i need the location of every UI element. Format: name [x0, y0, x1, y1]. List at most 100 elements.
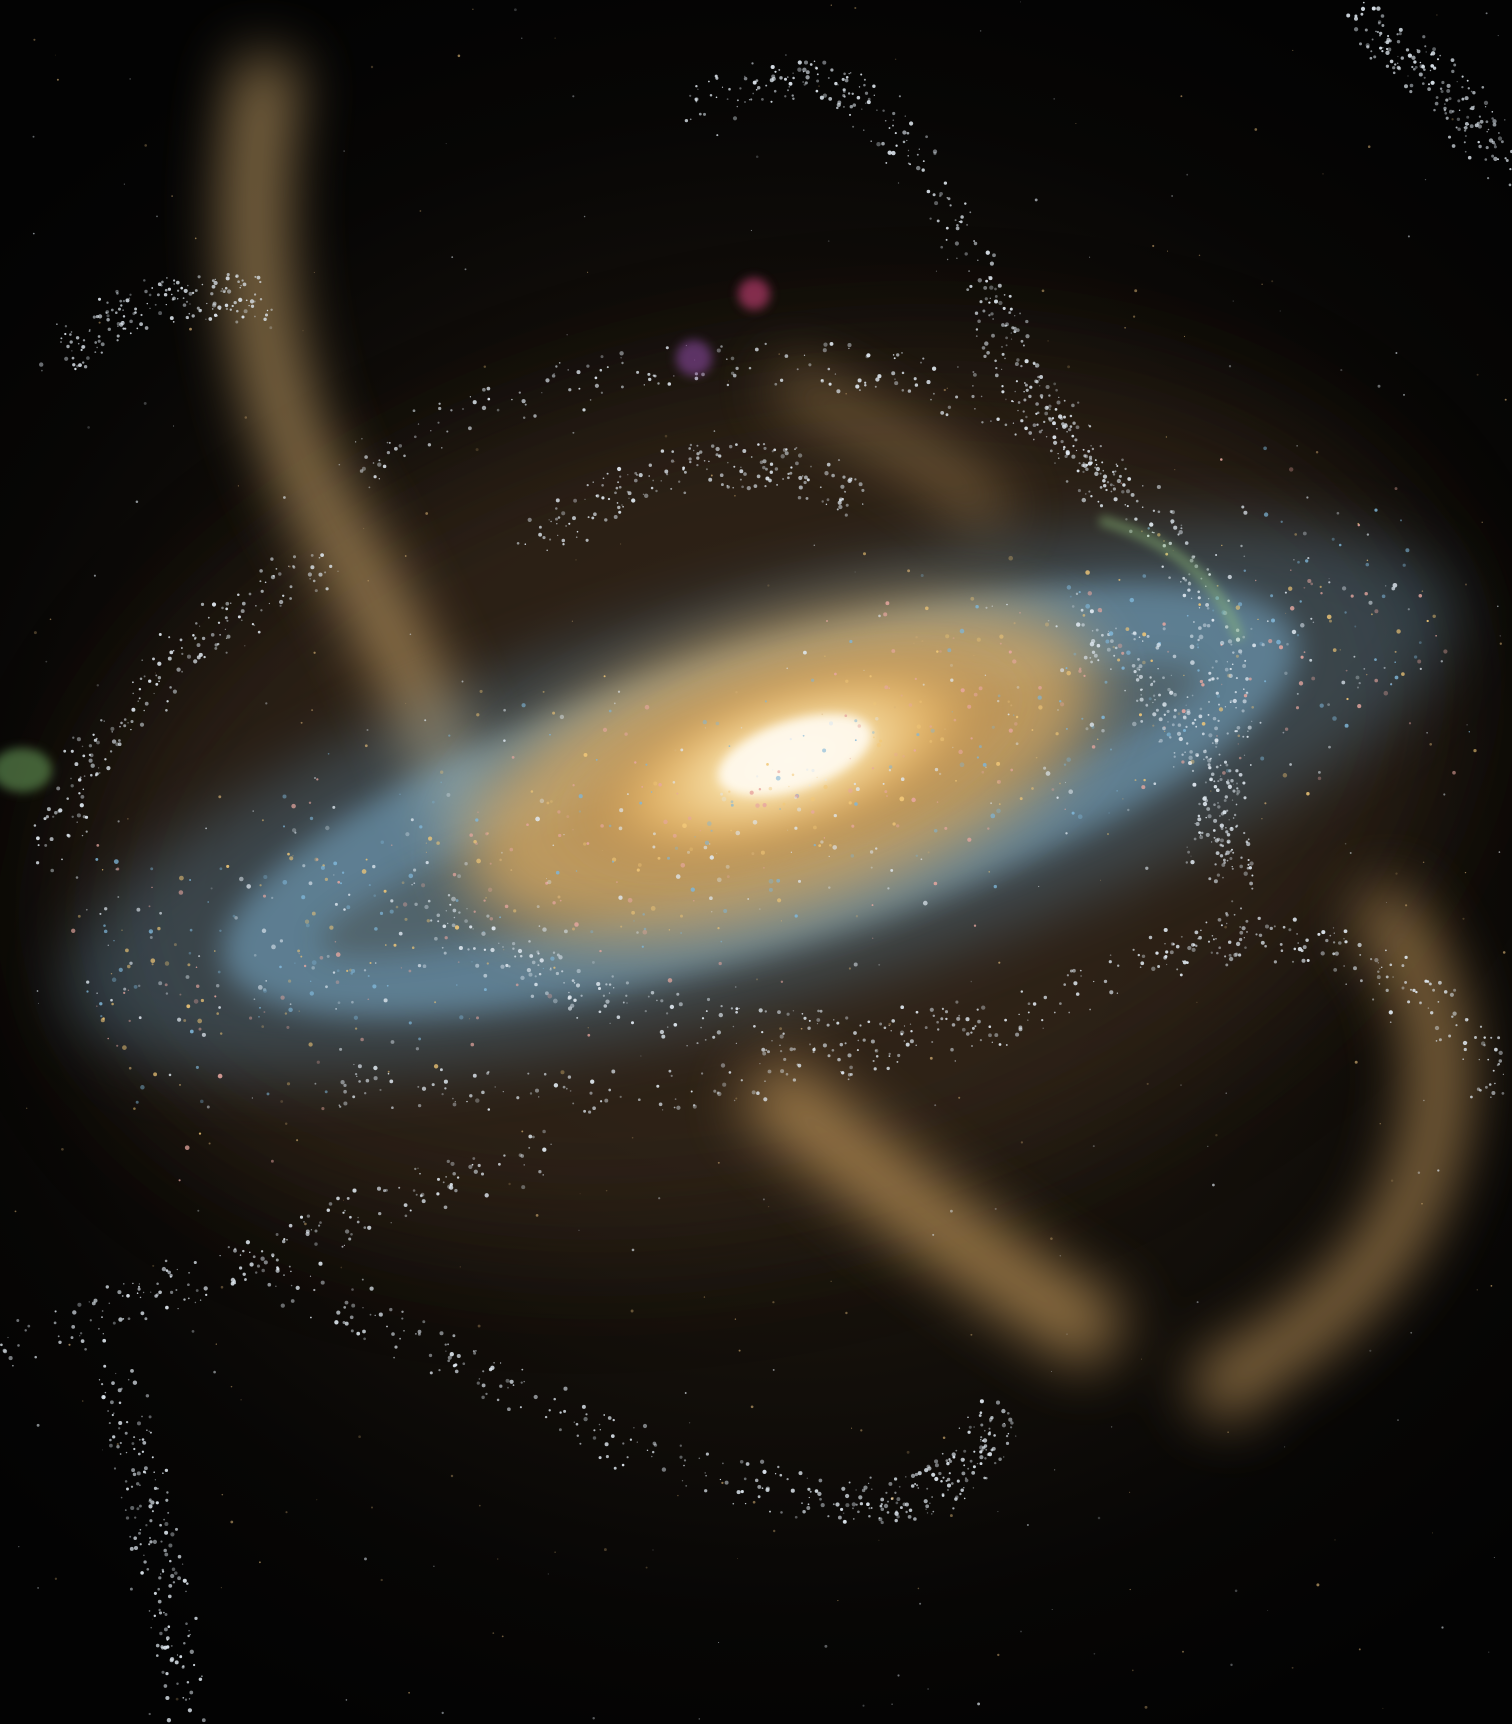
- stream-star: [1037, 375, 1040, 379]
- field-star: [54, 1577, 58, 1580]
- field-star: [1279, 310, 1281, 312]
- stream-star: [1333, 968, 1338, 972]
- disk-star: [1298, 681, 1304, 686]
- stream-star: [1371, 38, 1374, 41]
- disk-star: [939, 650, 942, 653]
- stream-star: [939, 191, 943, 196]
- disk-star: [642, 913, 645, 916]
- disk-star: [826, 620, 828, 622]
- stream-star: [1477, 140, 1480, 144]
- field-star: [220, 1587, 222, 1589]
- disk-star: [550, 800, 553, 803]
- stream-star: [452, 1102, 457, 1107]
- stream-star: [134, 311, 137, 314]
- stream-star: [449, 1182, 453, 1187]
- disk-star: [1068, 789, 1074, 795]
- stream-star: [880, 1497, 885, 1502]
- field-star: [1405, 904, 1408, 907]
- stream-star: [101, 1394, 106, 1400]
- stream-star: [661, 1034, 666, 1039]
- stream-star: [880, 1520, 884, 1525]
- stream-star: [786, 1477, 789, 1481]
- disk-star: [1309, 658, 1313, 662]
- stream-star: [110, 726, 115, 731]
- stream-star: [154, 303, 157, 306]
- disk-star: [1291, 629, 1297, 635]
- stream-star: [914, 1472, 919, 1477]
- disk-star: [900, 777, 905, 781]
- stream-star: [917, 1487, 920, 1489]
- stream-star: [152, 657, 155, 661]
- stream-star: [1218, 946, 1222, 950]
- disk-star: [1341, 586, 1347, 591]
- stream-star: [1451, 144, 1456, 148]
- disk-star: [217, 1073, 223, 1079]
- stream-star: [907, 389, 912, 393]
- disk-star: [1276, 639, 1281, 645]
- stream-star: [419, 1194, 423, 1198]
- stream-star: [116, 321, 121, 326]
- field-star: [1190, 855, 1192, 857]
- disk-star: [1045, 622, 1049, 627]
- disk-star: [1172, 766, 1175, 768]
- field-star: [827, 240, 830, 242]
- stream-star: [119, 725, 121, 728]
- stream-star: [759, 460, 764, 465]
- stream-star: [1243, 754, 1246, 756]
- disk-star: [566, 815, 570, 819]
- stream-star: [724, 1480, 729, 1485]
- disk-star: [487, 887, 493, 892]
- disk-star: [668, 929, 671, 931]
- field-star: [1075, 122, 1077, 124]
- stream-star: [194, 1301, 197, 1304]
- field-star: [794, 1515, 798, 1519]
- field-star: [251, 1097, 254, 1099]
- disk-star: [650, 791, 653, 793]
- disk-star: [991, 725, 995, 729]
- stream-star: [689, 94, 692, 97]
- disk-star: [530, 790, 534, 793]
- stream-star: [362, 1329, 366, 1334]
- stream-star: [768, 478, 772, 483]
- stream-star: [1243, 937, 1245, 939]
- stream-star: [1419, 61, 1422, 64]
- stream-star: [1152, 694, 1156, 697]
- disk-star: [1064, 781, 1067, 784]
- disk-star: [128, 1019, 131, 1023]
- stream-star: [511, 398, 513, 401]
- disk-star: [547, 993, 553, 999]
- stream-star: [1063, 445, 1066, 448]
- disk-star: [1222, 771, 1226, 775]
- stream-star: [922, 357, 925, 360]
- disk-star: [200, 998, 204, 1003]
- field-star: [583, 215, 586, 218]
- stream-star: [796, 368, 799, 371]
- disk-star: [572, 784, 575, 787]
- disk-star: [103, 929, 108, 934]
- disk-star: [1142, 660, 1146, 665]
- stream-star: [797, 495, 802, 500]
- stream-star: [1472, 91, 1476, 95]
- disk-star: [1081, 717, 1084, 720]
- field-star: [1493, 1557, 1495, 1559]
- stream-star: [1039, 394, 1044, 398]
- stream-star: [1215, 765, 1219, 769]
- stream-star: [148, 1415, 152, 1419]
- stream-star: [100, 342, 105, 347]
- field-star: [717, 1161, 720, 1164]
- stream-star: [995, 366, 998, 370]
- disk-star: [262, 894, 267, 898]
- stream-star: [725, 358, 728, 361]
- stream-star: [72, 1310, 77, 1315]
- stream-star: [158, 680, 160, 683]
- stream-star: [1447, 135, 1452, 139]
- disk-star: [1077, 814, 1083, 820]
- stream-star: [399, 1337, 401, 1340]
- stream-star: [54, 1310, 57, 1313]
- field-star: [704, 1472, 706, 1474]
- stream-star: [98, 1379, 101, 1381]
- stream-star: [573, 1421, 575, 1423]
- stream-star: [57, 1335, 60, 1338]
- stream-star: [136, 1421, 142, 1426]
- disk-star: [1108, 812, 1110, 814]
